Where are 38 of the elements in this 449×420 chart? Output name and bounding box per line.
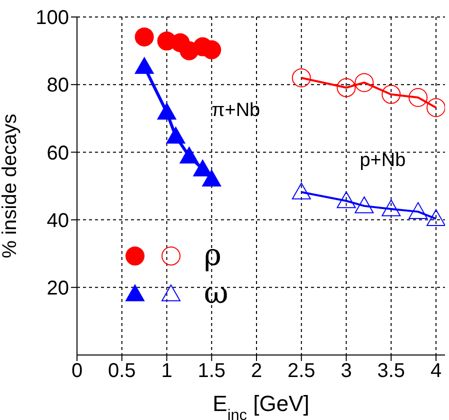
point	[157, 102, 176, 120]
point	[426, 209, 445, 226]
point	[408, 202, 428, 219]
point	[354, 73, 374, 92]
x-tick-label: 1.5	[198, 360, 226, 382]
point	[202, 170, 222, 186]
x-tick-label: 2	[250, 360, 262, 382]
point	[134, 27, 154, 46]
point	[336, 191, 356, 208]
point	[180, 146, 199, 164]
point	[134, 57, 154, 74]
legend-label: ω	[204, 276, 228, 312]
x-tick-label: 4	[430, 360, 442, 382]
x-tick-label: 0	[71, 360, 83, 382]
x-tick-label: 2.5	[287, 360, 316, 382]
point	[382, 84, 401, 104]
x-tick-label: 3.5	[377, 360, 406, 382]
point	[292, 182, 311, 200]
legend-label: ρ	[204, 238, 222, 274]
x-tick-label: 3	[340, 360, 352, 382]
point	[292, 68, 311, 88]
y-tick-label: 100	[36, 7, 69, 30]
x-tick-label: 0.5	[108, 360, 136, 382]
y-tick-label: 60	[46, 142, 69, 164]
point	[354, 196, 374, 214]
point	[426, 98, 445, 118]
point	[382, 199, 401, 216]
point	[336, 78, 356, 98]
y-tick-label: 20	[46, 278, 69, 300]
y-axis-title: % inside decays	[0, 114, 22, 258]
y-tick-label: 40	[46, 210, 69, 232]
x-tick-label: 1	[161, 360, 172, 382]
point	[166, 126, 186, 144]
point	[408, 88, 428, 107]
y-tick-label: 80	[46, 74, 69, 97]
x-axis-title: E$_{inc}$ [GeV]	[212, 391, 310, 420]
annotation: π+Nb	[212, 100, 260, 122]
annotation: p+Nb	[360, 150, 406, 172]
